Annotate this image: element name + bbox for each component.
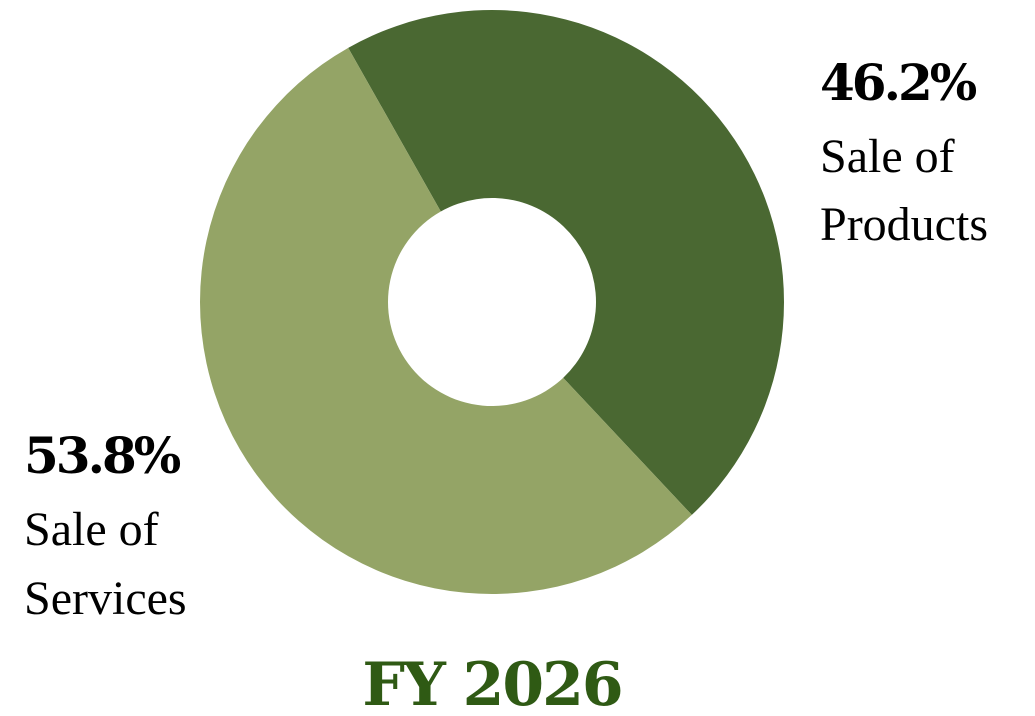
slice-label-services-line1: Sale of xyxy=(24,503,159,556)
slice-label-products-line1: Sale of xyxy=(820,130,955,183)
donut-slices xyxy=(199,9,784,594)
slice-value-label-services: 53.8% xyxy=(24,426,181,485)
donut-slice-services xyxy=(199,47,692,594)
slice-value-label-products: 46.2% xyxy=(820,53,977,112)
donut-slice-products xyxy=(348,9,784,515)
slice-label-services-line2: Services xyxy=(24,572,187,625)
chart-title: FY 2026 xyxy=(362,650,621,716)
slice-label-products-line2: Products xyxy=(820,198,988,251)
